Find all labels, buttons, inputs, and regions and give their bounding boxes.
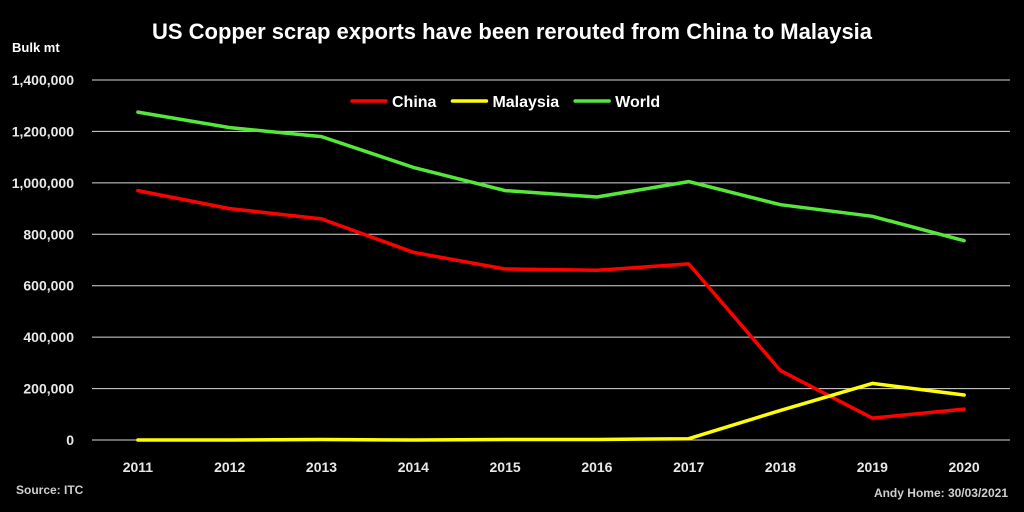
legend: China Malaysia World xyxy=(350,94,660,111)
y-tick-label: 400,000 xyxy=(23,329,74,345)
series-line-world xyxy=(136,110,966,243)
series-line-china xyxy=(136,188,966,420)
legend-label-world: World xyxy=(615,94,660,111)
y-tick-label: 1,000,000 xyxy=(12,175,74,191)
y-tick-label: 1,400,000 xyxy=(12,72,74,88)
series-line-malaysia xyxy=(136,381,966,442)
x-tick-label: 2017 xyxy=(673,459,704,475)
author-credit: Andy Home: 30/03/2021 xyxy=(874,486,1008,500)
y-tick-label: 200,000 xyxy=(23,381,74,397)
x-tick-label: 2016 xyxy=(581,459,612,475)
x-tick-labels: 2011 2012 2013 2014 2015 2016 2017 2018 2019 2020 xyxy=(123,459,980,475)
x-tick-label: 2011 xyxy=(123,459,154,475)
x-tick-label: 2020 xyxy=(949,459,980,475)
y-tick-label: 600,000 xyxy=(23,278,74,294)
legend-label-china: China xyxy=(392,94,437,111)
chart-title: US Copper scrap exports have been rerout… xyxy=(152,19,873,44)
x-tick-label: 2014 xyxy=(398,459,429,475)
y-tick-label: 1,200,000 xyxy=(12,123,74,139)
x-tick-label: 2012 xyxy=(214,459,245,475)
y-tick-label: 800,000 xyxy=(23,226,74,242)
x-tick-label: 2013 xyxy=(306,459,337,475)
source-note: Source: ITC xyxy=(16,483,84,497)
x-tick-label: 2015 xyxy=(490,459,521,475)
series-lines xyxy=(136,110,966,442)
gridlines xyxy=(92,79,1010,441)
legend-label-malaysia: Malaysia xyxy=(492,94,559,111)
y-tick-label: 0 xyxy=(66,432,74,448)
x-tick-label: 2019 xyxy=(857,459,888,475)
x-tick-label: 2018 xyxy=(765,459,796,475)
y-axis-label: Bulk mt xyxy=(12,40,60,55)
y-tick-labels: 0 200,000 400,000 600,000 800,000 1,000,000 1,… xyxy=(12,72,75,448)
